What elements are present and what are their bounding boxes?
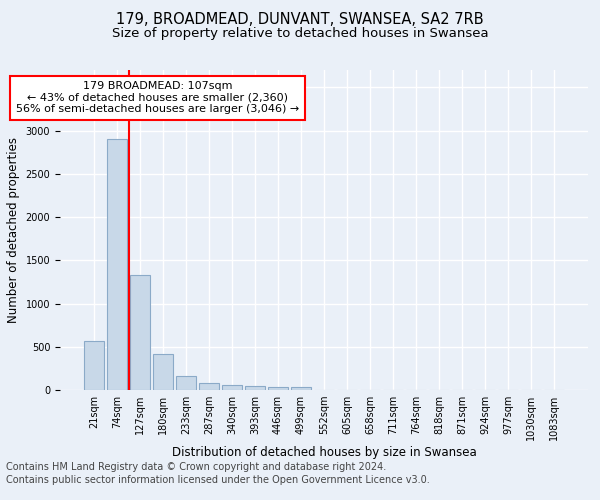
Bar (268, 386, 288, 390)
Bar (245, 386, 265, 390)
Bar (291, 387, 311, 390)
Text: Contains public sector information licensed under the Open Government Licence v3: Contains public sector information licen… (6, 475, 430, 485)
Bar (107, 139, 127, 390)
Bar (176, 376, 196, 390)
Bar (222, 385, 242, 390)
Text: Contains HM Land Registry data © Crown copyright and database right 2024.: Contains HM Land Registry data © Crown c… (6, 462, 386, 472)
Bar (199, 383, 218, 390)
Text: 179 BROADMEAD: 107sqm
← 43% of detached houses are smaller (2,360)
56% of semi-d: 179 BROADMEAD: 107sqm ← 43% of detached … (16, 81, 299, 114)
Bar (130, 275, 149, 390)
Bar (84, 340, 104, 390)
Bar (153, 354, 173, 390)
Text: 179, BROADMEAD, DUNVANT, SWANSEA, SA2 7RB: 179, BROADMEAD, DUNVANT, SWANSEA, SA2 7R… (116, 12, 484, 28)
Text: Size of property relative to detached houses in Swansea: Size of property relative to detached ho… (112, 28, 488, 40)
X-axis label: Distribution of detached houses by size in Swansea: Distribution of detached houses by size … (172, 446, 476, 458)
Y-axis label: Number of detached properties: Number of detached properties (7, 137, 20, 323)
